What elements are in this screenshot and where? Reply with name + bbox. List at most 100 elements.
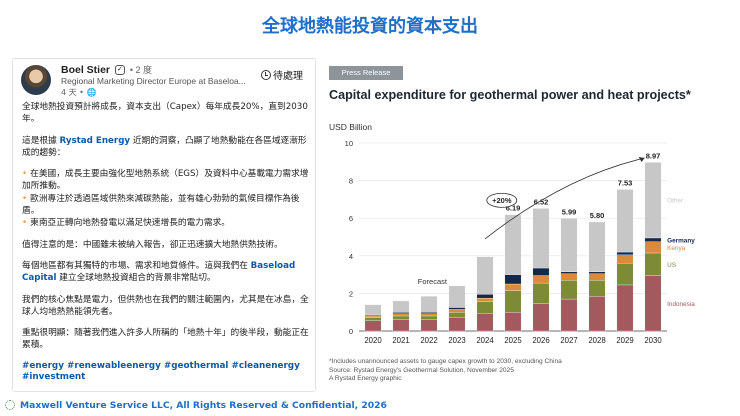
post-meta: 4 天 • 🌐 [61,87,96,98]
legend-label-germany: Germany [667,237,695,244]
y-tick-label: 0 [349,327,353,336]
post-paragraph: 重點很明顯：隨著我們進入許多人所稱的「地熱十年」的後半段，動能正在累積。 [22,328,309,351]
bar-total-label: 8.97 [646,151,661,160]
bar-segment-kenya [448,309,466,313]
x-tick-label: 2025 [504,336,522,345]
post-paragraph: 我們的核心焦點是電力，但供熱也在我們的關注範圍內，尤其是在冰島，全球人均地熱熱能… [22,294,309,317]
y-tick-label: 2 [349,289,353,298]
x-tick-label: 2022 [420,336,437,345]
bullet-icon: • [22,193,28,204]
bar-segment-germany [504,274,522,285]
bar-segment-germany [392,312,410,314]
bar-segment-kenya [532,275,550,284]
bar-segment-indonesia [588,296,606,332]
author-line: Boel Stier ✓ • 2 度 [61,63,152,76]
bar-segment-kenya [392,313,410,317]
x-tick-label: 2026 [532,336,549,345]
footnote-line: Source: Rystad Energy's Geothermal Solut… [329,366,514,374]
bar-segment-indonesia [448,317,466,332]
bar-segment-us [560,280,578,300]
bar-segment-us [644,252,662,276]
author-role: Regional Marketing Director Europe at Ba… [61,76,246,86]
bar-segment-other [448,285,466,308]
bar-segment-indonesia [504,312,522,332]
globe-icon: 🌐 [86,88,97,97]
x-tick-label: 2020 [364,336,382,345]
bar-segment-germany [476,294,494,299]
bar-segment-germany [420,312,438,314]
post-body: 全球地熱投資預計將成長，資本支出（Capex）每年成長20%，直到2030年。 … [22,101,312,384]
pending-label: 待處理 [273,71,303,82]
x-tick-label: 2030 [644,336,662,345]
x-tick-label: 2027 [560,336,577,345]
bullet-icon: • [22,169,28,180]
bullet-icon: • [22,218,28,229]
author-name[interactable]: Boel Stier [61,64,111,76]
pending-button[interactable]: 待處理 [261,67,303,82]
bar-segment-indonesia [476,312,494,332]
mention-rystad-energy[interactable]: Rystad Energy [59,135,131,146]
bar-total-label: 6.52 [534,197,549,206]
avatar[interactable] [21,65,51,95]
bar-segment-other [560,218,578,272]
chart-footnotes: *Includes unannounced assets to gauge ca… [329,358,724,384]
x-tick-label: 2023 [448,336,465,345]
growth-badge [486,192,518,208]
bar-segment-us [448,312,466,318]
footer-text: Maxwell Venture Service LLC, All Rights … [20,400,387,411]
bar-segment-us [420,315,438,320]
connection-degree: • 2 度 [129,65,153,75]
bar-segment-germany [448,307,466,310]
bar-segment-kenya [588,273,606,281]
bar-segment-kenya [504,283,522,291]
bullet-item: • 歐洲專注於透過區域供熱來減碳熱能，並有雄心勃勃的氣候目標作為後盾。 [22,193,300,217]
footnote-line: A Rystad Energy graphic [329,375,402,383]
bar-segment-other [476,256,494,295]
bar-segment-us [588,280,606,297]
bar-segment-other [504,214,522,275]
legend-label-indonesia: Indonesia [667,301,695,308]
bar-segment-us [364,317,382,321]
bullet-item: • 在美國，成長主要由強化型地熱系統（EGS）及資料中心基載電力需求增加所推動。 [22,169,309,192]
bar-segment-germany [532,267,550,276]
post-paragraph: 每個地區都有其獨特的市場、需求和地質條件。這與我們在 Baseload Capi… [22,260,296,284]
bar-segment-indonesia [420,319,438,332]
hashtags[interactable]: #investment [22,372,86,383]
legend-label-us: US [667,262,676,269]
growth-arrow [484,157,645,240]
bar-segment-us [476,301,494,314]
hashtags[interactable]: #energy #renewableenergy #geothermal #cl… [22,360,300,371]
bar-segment-us [532,282,550,304]
forecast-label: Forecast [418,277,448,286]
bar-total-label: 5.99 [562,207,577,216]
bar-segment-other [532,208,550,269]
bar-segment-us [504,290,522,313]
bar-segment-kenya [616,254,634,264]
bar-segment-other [588,221,606,272]
bar-segment-indonesia [364,320,382,332]
bar-total-label: 5.80 [590,211,605,220]
verified-icon: ✓ [114,65,125,76]
chart-title: Capital expenditure for geothermal power… [329,88,691,102]
y-tick-label: 4 [349,252,353,261]
mention-baseload-capital[interactable]: Baseload Capital [22,260,296,284]
bar-segment-kenya [644,241,662,254]
post-age: 4 天 • [61,88,87,97]
linkedin-post-card: Boel Stier ✓ • 2 度 Regional Marketing Di… [12,58,316,392]
bar-segment-germany [588,271,606,274]
growth-annotation: +20% [492,196,512,205]
bar-segment-indonesia [560,298,578,332]
bar-segment-indonesia [532,303,550,332]
bar-total-label: 7.53 [618,178,633,187]
x-tick-label: 2029 [616,336,633,345]
bar-segment-other [616,189,634,253]
post-paragraph: 全球地熱投資預計將成長，資本支出（Capex）每年成長20%，直到2030年。 [22,102,308,125]
bar-segment-us [392,315,410,320]
bar-segment-kenya [420,313,438,317]
chart-unit: USD Billion [329,122,372,132]
post-paragraph: 值得注意的是：中國雖未被納入報告，卻正迅速擴大地熱供熱技術。 [22,239,283,250]
y-tick-label: 6 [349,214,353,223]
legend-label-other: Other [667,198,684,205]
bar-segment-germany [560,271,578,274]
bar-segment-kenya [560,273,578,281]
